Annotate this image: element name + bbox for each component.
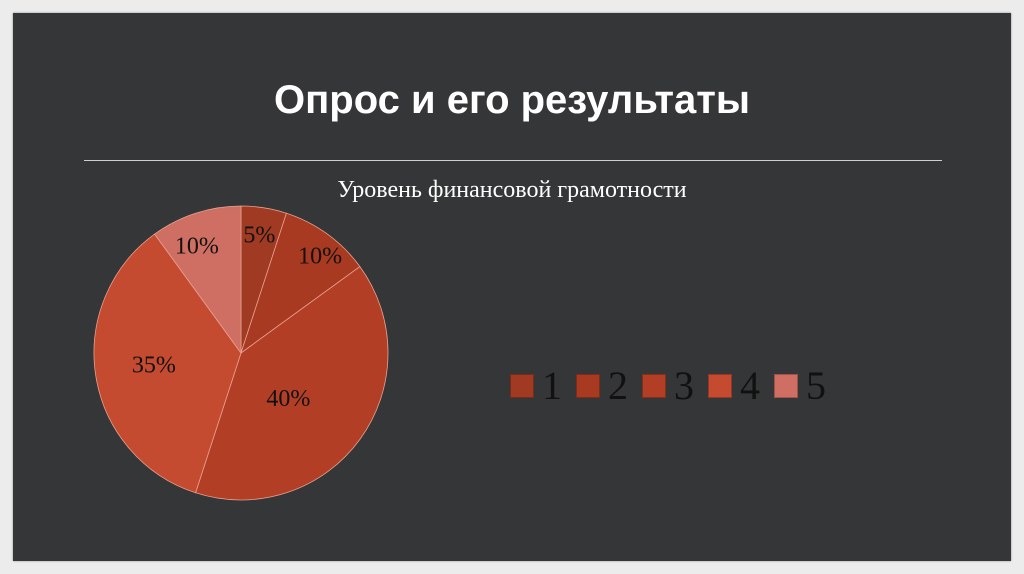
pie-slice-3	[195, 266, 389, 501]
slice-data-label-1: 5%	[243, 222, 275, 248]
legend-swatch-3	[642, 373, 666, 398]
legend-label-4: 4	[740, 363, 760, 408]
legend-swatch-1	[510, 373, 534, 398]
title-divider	[84, 160, 942, 161]
legend-item-4: 4	[708, 362, 760, 409]
chart-legend: 1 2 3 4 5	[510, 362, 840, 409]
legend-label-5: 5	[806, 363, 826, 408]
legend-item-5: 5	[774, 362, 826, 409]
legend-item-1: 1	[510, 362, 562, 409]
legend-swatch-4	[708, 373, 732, 398]
legend-item-2: 2	[576, 362, 628, 409]
chart-title: Уровень финансовой грамотности	[337, 177, 687, 203]
pie-slice-4	[93, 233, 242, 494]
pie-slice-2	[240, 212, 361, 355]
page-title: Опрос и его результаты	[274, 78, 750, 122]
legend-item-3: 3	[642, 362, 694, 409]
slice-data-label-2: 10%	[298, 243, 342, 269]
legend-label-1: 1	[542, 363, 562, 408]
legend-swatch-5	[774, 373, 798, 398]
pie-slice-5	[154, 205, 242, 355]
legend-swatch-2	[576, 373, 600, 398]
slice-data-label-5: 10%	[175, 234, 219, 260]
slice-data-label-3: 40%	[266, 386, 310, 412]
slice-data-label-4: 35%	[132, 352, 176, 378]
legend-label-2: 2	[608, 363, 628, 408]
legend-label-3: 3	[674, 363, 694, 408]
